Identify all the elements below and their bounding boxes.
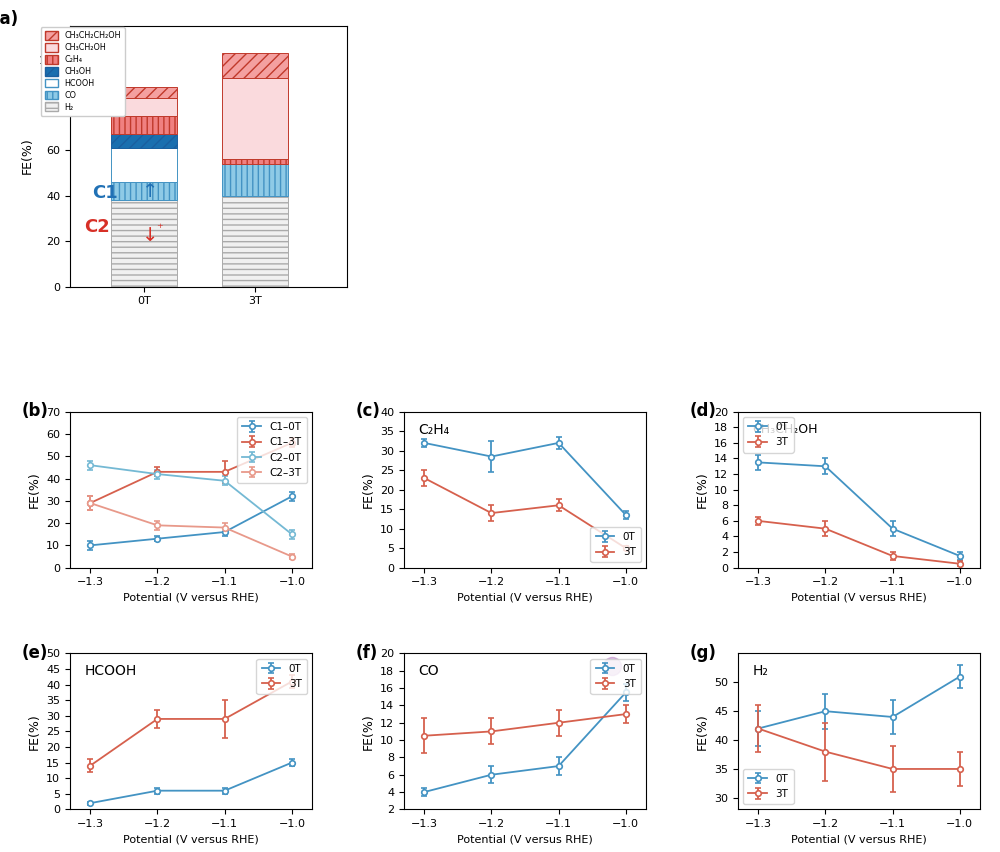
Bar <box>111 200 177 286</box>
Legend: 0T, 3T: 0T, 3T <box>743 769 794 804</box>
Legend: 0T, 3T: 0T, 3T <box>743 417 794 452</box>
Y-axis label: FE(%): FE(%) <box>362 471 375 508</box>
Bar <box>111 117 177 135</box>
X-axis label: Potential (V versus RHE): Potential (V versus RHE) <box>457 835 593 844</box>
Text: C2: C2 <box>84 218 110 236</box>
Bar <box>111 148 177 182</box>
Text: C₂H₄: C₂H₄ <box>419 423 450 436</box>
Text: (g): (g) <box>690 644 716 662</box>
Text: C1: C1 <box>92 184 118 202</box>
Bar <box>111 87 177 98</box>
Text: ↑: ↑ <box>142 181 159 200</box>
Text: (f): (f) <box>356 644 378 662</box>
X-axis label: Potential (V versus RHE): Potential (V versus RHE) <box>123 835 259 844</box>
Bar <box>222 164 288 196</box>
Bar <box>222 53 288 78</box>
Text: ⁺: ⁺ <box>156 222 163 235</box>
Legend: CH₃CH₂CH₂OH, CH₃CH₂OH, C₂H₄, CH₃OH, HCOOH, CO, H₂: CH₃CH₂CH₂OH, CH₃CH₂OH, C₂H₄, CH₃OH, HCOO… <box>41 27 125 116</box>
Legend: 0T, 3T: 0T, 3T <box>590 527 641 562</box>
Text: (b): (b) <box>22 402 48 420</box>
Legend: 0T, 3T: 0T, 3T <box>590 659 641 694</box>
Text: ↓: ↓ <box>142 226 159 245</box>
Y-axis label: FE(%): FE(%) <box>696 471 709 508</box>
Bar <box>222 78 288 159</box>
Y-axis label: FE(%): FE(%) <box>28 471 41 508</box>
Bar <box>222 196 288 286</box>
Bar <box>111 182 177 200</box>
Bar <box>111 135 177 148</box>
Text: (a): (a) <box>0 10 18 28</box>
Bar <box>111 98 177 117</box>
Y-axis label: FE(%): FE(%) <box>696 713 709 750</box>
Y-axis label: FE(%): FE(%) <box>362 713 375 750</box>
Bar <box>222 159 288 164</box>
Text: H₂: H₂ <box>753 665 768 678</box>
Text: CO: CO <box>419 665 439 678</box>
Y-axis label: FE(%): FE(%) <box>28 713 41 750</box>
X-axis label: Potential (V versus RHE): Potential (V versus RHE) <box>457 593 593 603</box>
X-axis label: Potential (V versus RHE): Potential (V versus RHE) <box>791 835 927 844</box>
Legend: 0T, 3T: 0T, 3T <box>256 659 307 694</box>
X-axis label: Potential (V versus RHE): Potential (V versus RHE) <box>123 593 259 603</box>
Text: (c): (c) <box>356 402 380 420</box>
X-axis label: Potential (V versus RHE): Potential (V versus RHE) <box>791 593 927 603</box>
Text: (e): (e) <box>22 644 48 662</box>
Y-axis label: FE(%): FE(%) <box>21 138 34 175</box>
Text: (d): (d) <box>690 402 716 420</box>
Text: HCOOH: HCOOH <box>85 665 137 678</box>
Legend: C1–0T, C1–3T, C2–0T, C2–3T: C1–0T, C1–3T, C2–0T, C2–3T <box>237 417 307 483</box>
Text: CH₃CH₂OH: CH₃CH₂OH <box>753 423 818 435</box>
